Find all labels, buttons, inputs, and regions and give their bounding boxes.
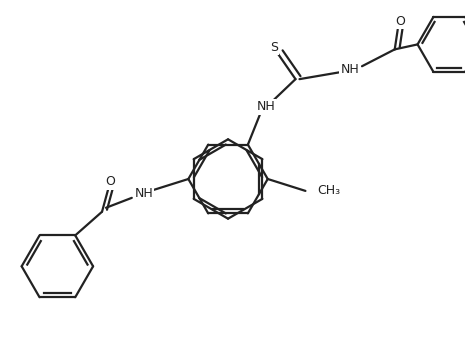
Text: NH: NH	[134, 187, 153, 200]
Text: NH: NH	[341, 63, 360, 76]
Text: S: S	[269, 41, 278, 54]
Text: O: O	[105, 176, 115, 188]
Text: O: O	[395, 15, 404, 28]
Text: NH: NH	[256, 100, 275, 114]
Text: CH₃: CH₃	[318, 185, 340, 197]
